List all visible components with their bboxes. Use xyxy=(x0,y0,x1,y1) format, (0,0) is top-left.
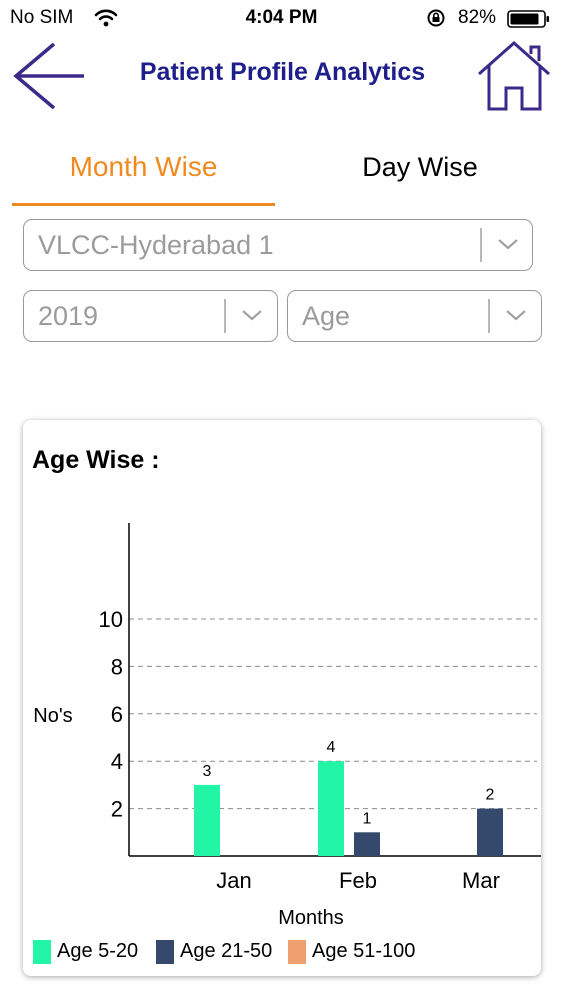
chevron-down-icon xyxy=(506,310,526,321)
chevron-down-icon xyxy=(498,239,518,250)
profile-type-select[interactable]: Age xyxy=(287,290,542,342)
legend-swatch xyxy=(156,940,174,964)
y-axis-label: No's xyxy=(33,705,72,727)
legend-label: Age 21-50 xyxy=(180,940,273,962)
y-tick-label: 10 xyxy=(99,607,123,632)
select-divider xyxy=(480,228,482,262)
wifi-icon xyxy=(94,9,118,27)
data-label: 3 xyxy=(203,763,212,780)
x-axis-label: Months xyxy=(278,907,344,929)
year-select-value: 2019 xyxy=(38,301,99,331)
year-select[interactable]: 2019 xyxy=(23,290,278,342)
chart-legend: Age 5-20 Age 21-50 Age 51-100 xyxy=(33,938,533,966)
home-icon xyxy=(478,40,550,111)
back-button[interactable] xyxy=(12,40,88,110)
data-label: 4 xyxy=(327,739,336,756)
x-tick-label: Feb xyxy=(339,868,377,893)
status-bar: No SIM 4:04 PM 82% xyxy=(0,0,563,36)
y-tick-label: 6 xyxy=(111,702,123,727)
tab-month-wise[interactable]: Month Wise xyxy=(12,140,275,206)
y-tick-label: 8 xyxy=(111,654,123,679)
bar xyxy=(194,784,220,856)
clock-time: 4:04 PM xyxy=(245,7,318,28)
select-divider xyxy=(224,299,226,333)
tab-bar: Month Wise Day Wise xyxy=(0,140,563,206)
home-button[interactable] xyxy=(476,40,552,112)
battery-icon xyxy=(507,10,549,28)
legend-swatch xyxy=(288,940,306,964)
back-arrow-icon xyxy=(13,42,84,110)
rotation-lock-icon xyxy=(427,9,445,27)
page-title: Patient Profile Analytics xyxy=(139,58,426,86)
center-select-value: VLCC-Hyderabad 1 xyxy=(38,230,274,260)
chart-card: Age Wise : 2 4 6 8 10 No's Months Jan Feb Mar 3 4 1 2… xyxy=(23,420,541,976)
battery-percent: 82% xyxy=(458,7,497,28)
carrier-label: No SIM xyxy=(10,7,74,28)
age-wise-bar-chart: 2 4 6 8 10 No's Months Jan Feb Mar 3 4 1 2 xyxy=(33,523,541,929)
select-divider xyxy=(488,299,490,333)
legend-swatch xyxy=(33,940,51,964)
x-tick-label: Jan xyxy=(216,868,251,893)
tab-day-wise[interactable]: Day Wise xyxy=(362,152,478,182)
bar xyxy=(354,832,380,856)
bar xyxy=(318,761,344,856)
chevron-down-icon xyxy=(242,310,262,321)
chart-title: Age Wise : xyxy=(32,446,160,474)
profile-type-select-value: Age xyxy=(302,301,351,331)
y-tick-label: 4 xyxy=(111,749,123,774)
legend-label: Age 51-100 xyxy=(312,940,416,962)
y-tick-label: 2 xyxy=(111,797,123,822)
header: Patient Profile Analytics xyxy=(0,36,563,116)
data-label: 2 xyxy=(486,787,495,804)
data-label: 1 xyxy=(363,810,372,827)
legend-label: Age 5-20 xyxy=(57,940,139,962)
bar xyxy=(477,808,503,856)
x-tick-label: Mar xyxy=(462,868,500,893)
center-select[interactable]: VLCC-Hyderabad 1 xyxy=(23,219,533,271)
